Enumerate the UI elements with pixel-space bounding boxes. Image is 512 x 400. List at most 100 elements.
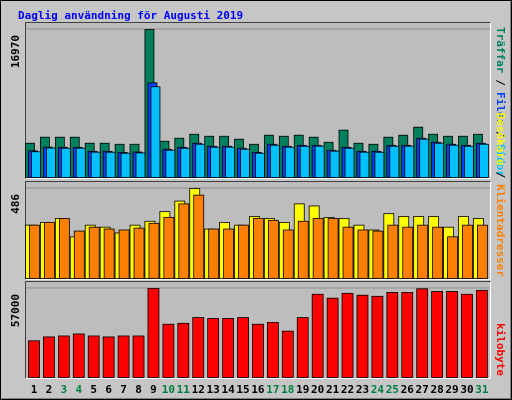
x-tick-label: 6 xyxy=(105,383,112,396)
bar xyxy=(372,230,384,279)
bar xyxy=(177,322,190,378)
bar xyxy=(238,224,249,279)
bar xyxy=(72,333,85,378)
bar xyxy=(225,146,235,178)
bar xyxy=(118,229,130,279)
bar xyxy=(252,323,264,378)
x-tick-label: 1 xyxy=(31,383,38,396)
bar xyxy=(416,288,429,378)
bar xyxy=(162,323,175,378)
legend-separator: / xyxy=(494,131,507,138)
bar xyxy=(57,335,70,378)
legend-entry: Sidor xyxy=(494,144,507,177)
x-tick-label: 23 xyxy=(356,383,369,396)
bar xyxy=(88,226,100,279)
legend-entry: kilobyte xyxy=(494,323,507,376)
legend: kilobyte xyxy=(494,323,507,376)
bar xyxy=(476,224,488,279)
x-tick-label: 13 xyxy=(207,383,220,396)
bar xyxy=(240,148,250,178)
bar xyxy=(432,226,444,279)
x-tick-label: 21 xyxy=(326,383,340,396)
bar xyxy=(282,229,294,279)
bar xyxy=(120,152,131,178)
x-tick-label: 16 xyxy=(251,383,265,396)
x-tick-label: 17 xyxy=(266,383,279,396)
bar xyxy=(102,336,115,378)
bar xyxy=(461,293,473,378)
bar xyxy=(357,229,369,279)
bar xyxy=(178,203,190,279)
bar xyxy=(180,147,191,178)
bar xyxy=(105,151,116,178)
bar xyxy=(165,149,176,178)
x-tick-label: 31 xyxy=(475,383,489,396)
bar xyxy=(404,145,415,178)
bar xyxy=(386,292,399,378)
bar xyxy=(46,147,56,178)
bar xyxy=(195,143,206,178)
bar xyxy=(359,151,370,178)
bar xyxy=(133,227,145,279)
x-tick-label: 11 xyxy=(177,383,191,396)
x-tick-label: 4 xyxy=(75,383,82,396)
bar xyxy=(314,145,325,178)
bar xyxy=(464,145,474,178)
bar xyxy=(475,289,488,378)
x-tick-label: 25 xyxy=(386,383,399,396)
x-tick-label: 9 xyxy=(150,383,157,396)
legend-entry: Filer xyxy=(494,92,507,125)
bar xyxy=(90,151,101,178)
legend-separator: / xyxy=(494,172,507,179)
bar xyxy=(374,151,385,178)
legend-entry: Klientadresser xyxy=(494,184,507,277)
bar xyxy=(449,144,459,178)
bar xyxy=(148,222,160,279)
x-tick-label: 8 xyxy=(135,383,142,396)
bar xyxy=(28,340,40,378)
bar xyxy=(31,151,41,178)
bar xyxy=(103,228,115,279)
bar xyxy=(58,218,70,279)
legend-entry: Träffar xyxy=(494,27,507,74)
bar xyxy=(44,221,55,279)
y-tick-label: 486 xyxy=(9,194,22,214)
x-tick-label: 5 xyxy=(90,383,97,396)
bar xyxy=(192,317,205,378)
x-tick-label: 7 xyxy=(120,383,127,396)
bar xyxy=(344,147,355,178)
legend: Träffar/Filer/Sidor xyxy=(494,27,507,177)
x-tick-label: 24 xyxy=(371,383,385,396)
x-tick-label: 14 xyxy=(221,383,235,396)
x-tick-label: 3 xyxy=(61,383,68,396)
bar xyxy=(267,219,279,279)
bar xyxy=(210,146,221,178)
x-tick-label: 2 xyxy=(46,383,53,396)
bar xyxy=(29,224,40,279)
x-tick-label: 26 xyxy=(401,383,415,396)
bar xyxy=(389,145,400,178)
bar xyxy=(223,228,234,279)
x-tick-label: 20 xyxy=(311,383,324,396)
x-tick-label: 18 xyxy=(281,383,294,396)
bar xyxy=(193,194,205,279)
bar xyxy=(255,152,265,178)
bar xyxy=(417,224,429,279)
bar xyxy=(401,292,414,378)
panel-bevel xyxy=(25,281,491,379)
bar xyxy=(87,335,100,378)
bar xyxy=(419,138,430,178)
bar xyxy=(117,335,130,378)
bar xyxy=(312,218,324,279)
x-tick-label: 30 xyxy=(460,383,473,396)
bar xyxy=(462,224,473,279)
bar xyxy=(297,220,309,279)
bar xyxy=(311,293,324,378)
bar xyxy=(326,297,339,378)
bar xyxy=(402,226,414,279)
bar xyxy=(253,218,264,279)
bar xyxy=(269,144,280,178)
bar xyxy=(342,226,354,279)
